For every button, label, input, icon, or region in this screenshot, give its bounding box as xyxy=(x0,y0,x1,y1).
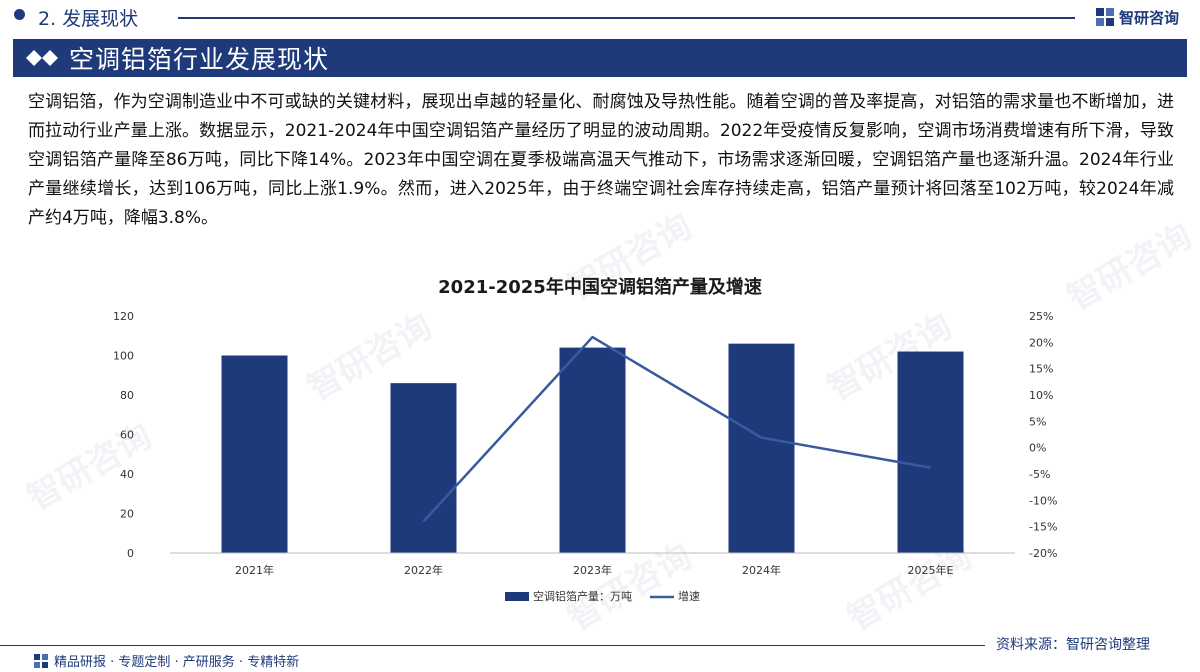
left-tick-label: 60 xyxy=(120,429,134,442)
brand-name: 智研咨询 xyxy=(1119,8,1180,27)
left-tick-label: 120 xyxy=(113,310,134,323)
right-tick-label: 0% xyxy=(1029,442,1046,455)
x-tick-label: 2021年 xyxy=(235,563,274,577)
section-bullet-icon xyxy=(14,9,25,20)
right-tick-label: 10% xyxy=(1029,389,1053,402)
right-tick-label: -15% xyxy=(1029,521,1057,534)
growth-line-series xyxy=(422,335,931,523)
brand-logo-icon xyxy=(1096,8,1114,26)
legend-bar-label: 空调铝箔产量：万吨 xyxy=(533,589,632,603)
page-title: 空调铝箔行业发展现状 xyxy=(69,45,330,74)
left-tick-label: 0 xyxy=(127,547,134,560)
body-paragraph: 空调铝箔，作为空调制造业中不可或缺的关键材料，展现出卓越的轻量化、耐腐蚀及导热性… xyxy=(28,92,1174,228)
x-tick-label: 2025年E xyxy=(908,563,954,577)
legend-line-label: 增速 xyxy=(678,589,700,603)
production-bar xyxy=(221,355,288,553)
top-header: 2. 发展现状 智研咨询 xyxy=(0,0,1200,34)
right-tick-label: -20% xyxy=(1029,547,1057,560)
double-diamond-icon xyxy=(26,50,58,66)
chart-title: 2021-2025年中国空调铝箔产量及增速 xyxy=(438,276,762,298)
production-bar xyxy=(390,383,457,553)
right-tick-label: -10% xyxy=(1029,494,1057,507)
production-chart: 2021-2025年中国空调铝箔产量及增速 0 20 40 60 80 100 120 -2… xyxy=(113,276,1057,603)
right-axis: -20% -15% -10% -5% 0% 5% 10% 15% 20% 25% xyxy=(1029,310,1057,560)
production-bar xyxy=(728,343,795,553)
legend-bar-swatch xyxy=(505,592,529,601)
footer-divider xyxy=(0,645,985,646)
right-tick-label: 20% xyxy=(1029,336,1053,349)
left-tick-label: 100 xyxy=(113,350,134,363)
brand-logo: 智研咨询 xyxy=(1096,6,1179,28)
x-tick-label: 2024年 xyxy=(742,563,781,577)
production-bar xyxy=(897,351,964,553)
left-tick-label: 40 xyxy=(120,468,134,481)
left-tick-label: 20 xyxy=(120,508,134,521)
source-note: 资料来源：智研咨询整理 xyxy=(996,637,1150,653)
right-tick-label: 25% xyxy=(1029,310,1053,323)
footer-text: 精品研报 · 专题定制 · 产研服务 · 专精特新 xyxy=(54,655,300,670)
x-axis: 2021年 2022年 2023年 2024年 2025年E xyxy=(170,552,1015,577)
x-tick-label: 2022年 xyxy=(404,563,443,577)
right-tick-label: -5% xyxy=(1029,468,1050,481)
title-bar: 空调铝箔行业发展现状 xyxy=(13,39,1187,77)
production-bar xyxy=(559,347,626,553)
right-tick-label: 5% xyxy=(1029,415,1046,428)
right-tick-label: 15% xyxy=(1029,363,1053,376)
x-tick-label: 2023年 xyxy=(573,563,612,577)
chart-legend: 空调铝箔产量：万吨 增速 xyxy=(505,589,700,603)
left-tick-label: 80 xyxy=(120,389,134,402)
bar-series xyxy=(221,343,964,553)
left-axis: 0 20 40 60 80 100 120 xyxy=(113,310,134,560)
growth-line xyxy=(422,335,931,523)
footer-logo-icon xyxy=(34,653,48,668)
section-label: 2. 发展现状 xyxy=(38,8,139,30)
header-divider xyxy=(178,17,1075,19)
footer: 精品研报 · 专题定制 · 产研服务 · 专精特新 xyxy=(34,651,299,670)
